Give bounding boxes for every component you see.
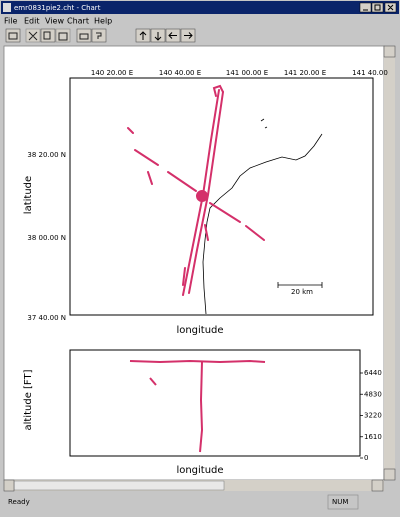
map-y-title: latitude: [23, 176, 34, 214]
scale-bar: [277, 282, 323, 288]
status-bar: [0, 493, 400, 517]
y-tick-label: 1610: [364, 433, 382, 441]
flight-track: [127, 84, 265, 296]
menu-item[interactable]: File: [4, 17, 17, 26]
y-tick-label: 38 00.00 N: [27, 234, 66, 242]
x-tick-label: 140 40.00 E: [159, 69, 201, 77]
y-tick-label: 4830: [364, 390, 382, 398]
profile-axis: 6440 4830 3220 1610 0: [360, 369, 382, 462]
x-tick-label: 141 20.00 E: [284, 69, 326, 77]
profile-plot-frame: [69, 349, 361, 457]
map-plot: [127, 84, 323, 315]
altitude-track: [129, 359, 266, 453]
menu-item[interactable]: Chart: [67, 17, 89, 26]
status-text: Ready: [8, 498, 30, 506]
vertical-scrollbar[interactable]: [384, 46, 395, 480]
scroll-right-button[interactable]: [371, 479, 384, 492]
y-tick-label: 37 40.00 N: [27, 314, 66, 322]
scroll-left-button[interactable]: [3, 479, 15, 492]
map-plot-frame: [69, 77, 374, 316]
window-buttons: [359, 2, 397, 13]
app-icon: [3, 3, 11, 12]
maximize-button[interactable]: [371, 2, 384, 13]
coastline: [202, 133, 323, 315]
map-x-title: longitude: [176, 325, 223, 336]
menu-item[interactable]: Edit: [24, 17, 40, 26]
num-indicator: NUM: [332, 498, 348, 506]
toolbar: [5, 28, 196, 43]
y-tick-label: 3220: [364, 412, 382, 420]
copy-button[interactable]: [40, 28, 56, 43]
x-tick-label: 141 40.00: [352, 69, 388, 77]
island: [260, 118, 268, 129]
minimize-button[interactable]: [359, 2, 372, 13]
menu-bar: File Edit View Chart Help: [4, 17, 112, 26]
title-bar: [1, 1, 399, 14]
profile-x-title: longitude: [176, 465, 223, 476]
window-title: emr0831pie2.cht - Chart: [14, 4, 101, 12]
scroll-up-button[interactable]: [383, 45, 396, 58]
profile-y-title: altitude [FT]: [23, 369, 34, 430]
scale-label: 20 km: [291, 288, 313, 296]
open-button[interactable]: [5, 28, 21, 43]
y-tick-label: 38 20.00 N: [27, 151, 66, 159]
print-button[interactable]: [76, 28, 92, 43]
scroll-thumb[interactable]: [13, 480, 225, 491]
y-tick-label: 0: [364, 454, 368, 462]
x-tick-label: 141 00.00 E: [226, 69, 268, 77]
menu-item[interactable]: View: [45, 17, 64, 26]
scroll-down-button[interactable]: [383, 468, 396, 481]
menu-item[interactable]: Help: [94, 17, 112, 26]
y-tick-label: 6440: [364, 369, 382, 377]
x-tick-label: 140 20.00 E: [91, 69, 133, 77]
status-panel: [327, 494, 359, 510]
